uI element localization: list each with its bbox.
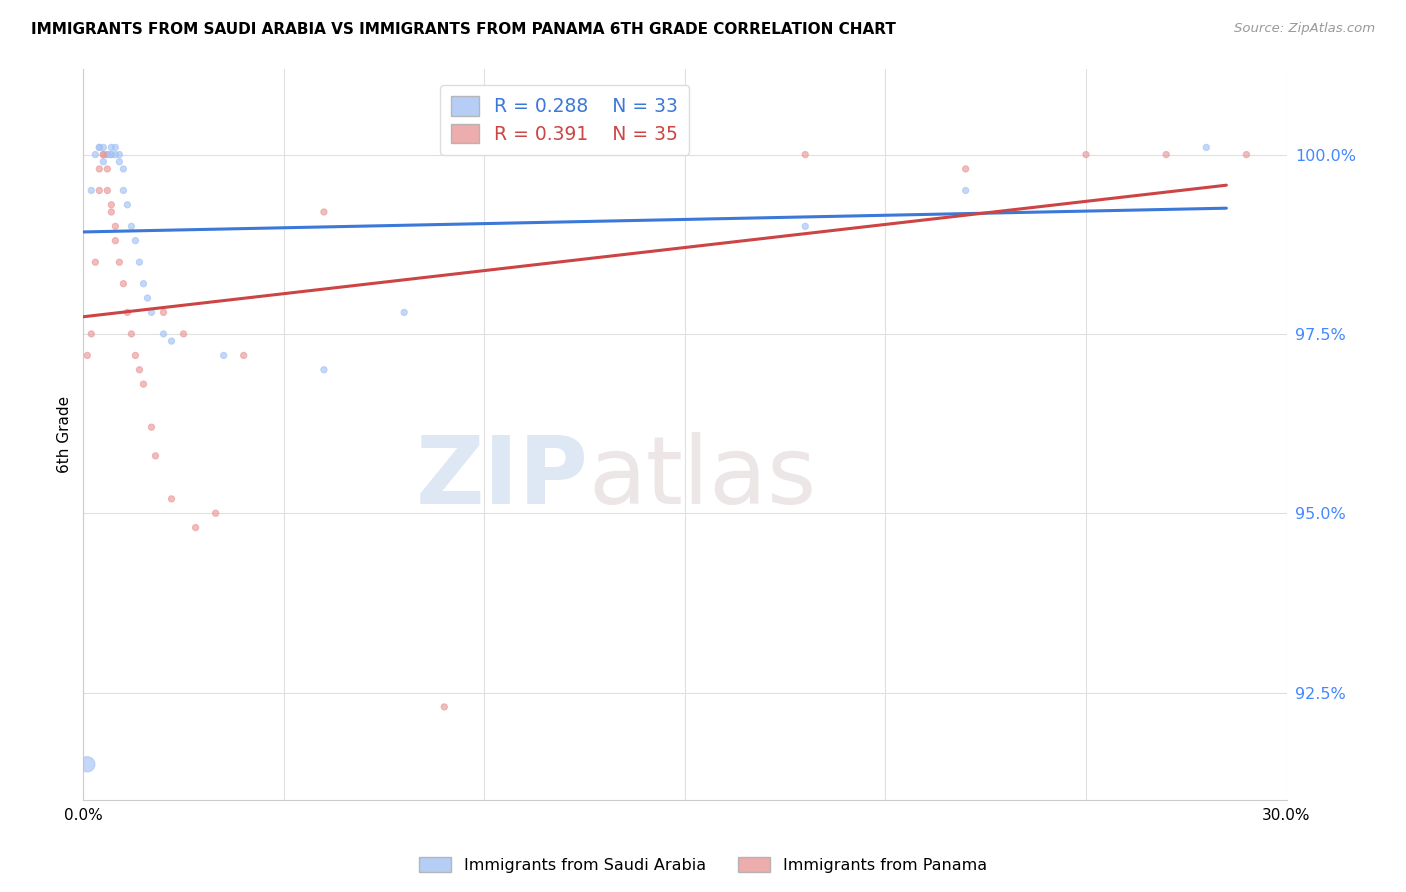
Point (124, 348, 146, 362)
Point (184, 520, 207, 534)
Point (152, 326, 174, 341)
Point (136, 291, 159, 305)
Point (104, 219, 127, 234)
Point (794, 219, 817, 234)
Point (100, 140, 122, 154)
Point (145, 449, 167, 463)
Text: IMMIGRANTS FROM SAUDI ARABIA VS IMMIGRANTS FROM PANAMA 6TH GRADE CORRELATION CHA: IMMIGRANTS FROM SAUDI ARABIA VS IMMIGRAN… (31, 22, 896, 37)
Point (128, 363, 150, 377)
Point (89, 140, 111, 154)
Point (120, 219, 142, 234)
Point (89, 184, 111, 198)
Point (96, 147, 118, 161)
Point (794, 147, 817, 161)
Point (204, 506, 226, 520)
Point (100, 147, 122, 161)
Point (100, 205, 122, 219)
Point (212, 348, 235, 362)
Point (108, 255, 131, 269)
Point (1195, 140, 1218, 154)
Point (433, 699, 456, 714)
Point (104, 140, 127, 154)
Point (84, 147, 107, 161)
Point (117, 305, 139, 319)
Point (160, 491, 183, 506)
Point (96, 147, 118, 161)
Point (312, 205, 335, 219)
Point (89, 140, 111, 154)
Point (312, 363, 335, 377)
Legend: Immigrants from Saudi Arabia, Immigrants from Panama: Immigrants from Saudi Arabia, Immigrants… (413, 851, 993, 880)
Point (100, 198, 122, 212)
Point (112, 161, 135, 176)
Point (152, 305, 174, 319)
Point (84, 255, 107, 269)
Text: atlas: atlas (589, 433, 817, 524)
Point (93, 154, 115, 169)
Point (89, 161, 111, 176)
Point (93, 140, 115, 154)
Legend: R = 0.288    N = 33, R = 0.391    N = 35: R = 0.288 N = 33, R = 0.391 N = 35 (440, 86, 689, 155)
Point (117, 198, 139, 212)
Point (232, 348, 254, 362)
Point (76, 348, 98, 362)
Point (104, 147, 127, 161)
Point (96, 184, 118, 198)
Point (96, 161, 118, 176)
Point (108, 147, 131, 161)
Point (141, 420, 163, 434)
Point (141, 305, 163, 319)
Point (955, 161, 977, 176)
Point (1154, 147, 1177, 161)
Point (120, 326, 142, 341)
Point (132, 377, 155, 392)
Point (1234, 147, 1257, 161)
Point (128, 255, 150, 269)
Point (132, 277, 155, 291)
Point (93, 147, 115, 161)
Point (100, 147, 122, 161)
Point (124, 234, 146, 248)
Text: ZIP: ZIP (416, 433, 589, 524)
Point (80, 326, 103, 341)
Y-axis label: 6th Grade: 6th Grade (58, 396, 72, 473)
Point (112, 277, 135, 291)
Point (392, 305, 415, 319)
Point (108, 154, 131, 169)
Point (104, 234, 127, 248)
Text: Source: ZipAtlas.com: Source: ZipAtlas.com (1234, 22, 1375, 36)
Point (80, 184, 103, 198)
Point (76, 757, 98, 772)
Point (955, 184, 977, 198)
Point (1074, 147, 1097, 161)
Point (173, 326, 195, 341)
Point (112, 184, 135, 198)
Point (93, 147, 115, 161)
Point (160, 334, 183, 348)
